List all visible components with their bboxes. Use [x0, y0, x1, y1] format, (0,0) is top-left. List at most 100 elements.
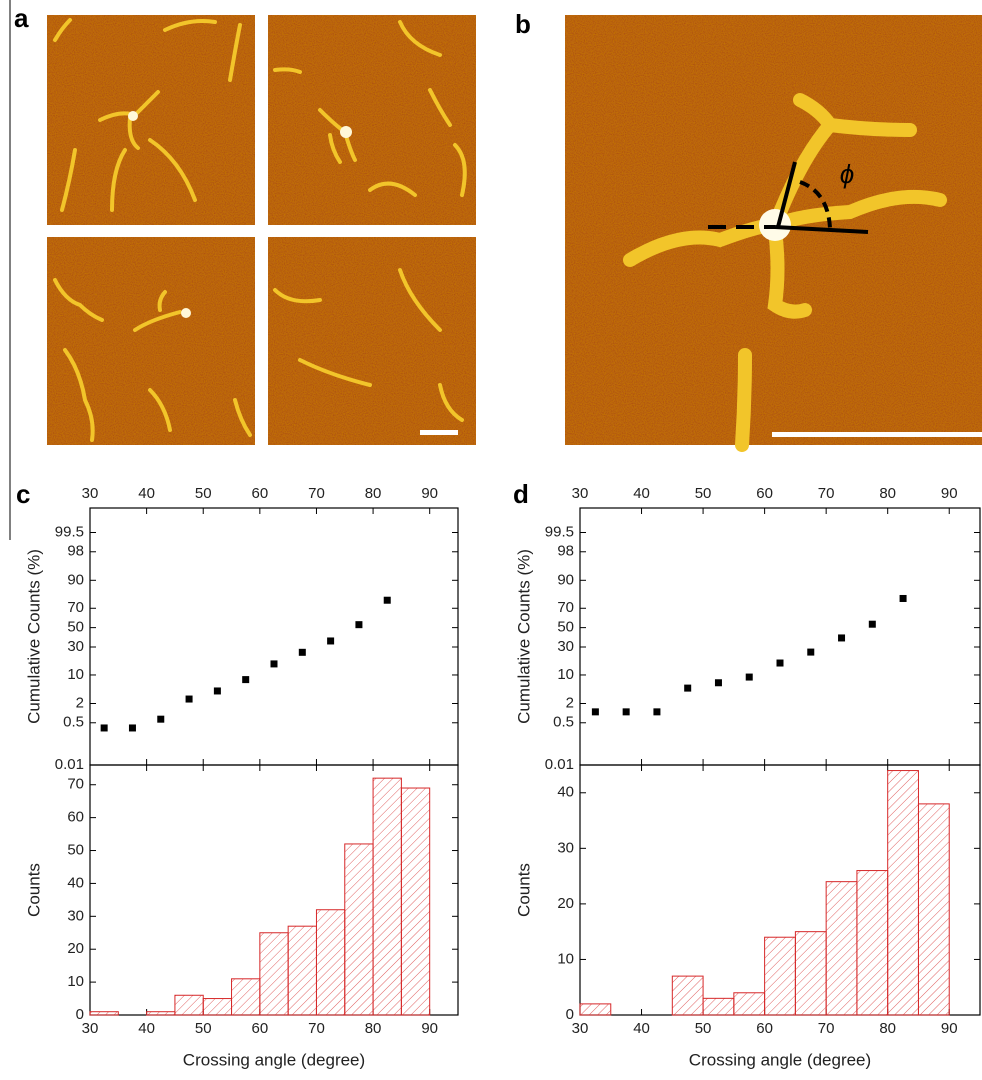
y-tick-label: 0.5 [553, 714, 574, 731]
x-tick-label: 50 [195, 485, 212, 502]
data-point [714, 679, 722, 687]
axes-frame [89, 507, 459, 766]
x-tick-label: 40 [633, 485, 650, 502]
histogram-bar [671, 975, 704, 1016]
histogram-bar [146, 1011, 176, 1016]
afm-image [268, 237, 476, 445]
x-tick-label: 70 [818, 1020, 835, 1037]
y-tick-label: 10 [67, 973, 84, 990]
histogram-bar [315, 909, 346, 1016]
panel-label: d [513, 479, 529, 509]
histogram-bar [344, 843, 374, 1016]
data-point [213, 687, 221, 695]
histogram-bar [856, 870, 889, 1016]
protein-blob [340, 126, 352, 138]
data-point [899, 594, 907, 602]
histogram-bar [825, 881, 858, 1016]
y-tick-label: 70 [67, 599, 84, 616]
x-tick-label: 50 [695, 1020, 712, 1037]
scale-bar [420, 430, 458, 435]
histogram-bar [202, 998, 233, 1016]
x-tick-label: 60 [756, 1020, 773, 1037]
y-tick-label: 30 [557, 638, 574, 655]
x-tick-label: 40 [633, 1020, 650, 1037]
x-tick-label: 60 [252, 1020, 269, 1037]
y-tick-label: 90 [557, 571, 574, 588]
data-point [745, 673, 753, 681]
data-point [327, 637, 335, 645]
data-point [838, 634, 846, 642]
y-tick-label: 0 [76, 1006, 84, 1023]
y-tick-label: 10 [557, 950, 574, 967]
y-tick-label: 2 [566, 694, 574, 711]
angle-line [776, 161, 797, 228]
dna-strands [53, 18, 467, 442]
y-tick-label: 70 [557, 599, 574, 616]
x-tick-label: 70 [818, 485, 835, 502]
y-tick-label: 0.5 [63, 714, 84, 731]
y-tick-label: 20 [557, 895, 574, 912]
axes-frame [579, 507, 981, 766]
angle-line [774, 225, 869, 234]
panel-a-images [47, 15, 476, 445]
y-tick-label: 98 [67, 543, 84, 560]
x-axis-label: Crossing angle (degree) [689, 1050, 871, 1069]
histogram-bar [733, 992, 766, 1016]
afm-image [47, 15, 255, 225]
y-axis-label: Counts [514, 863, 533, 917]
panel-label: c [16, 479, 30, 509]
protein-blob [181, 308, 191, 318]
histogram-bar [287, 925, 317, 1016]
y-tick-label: 50 [67, 619, 84, 636]
x-tick-label: 30 [572, 1020, 589, 1037]
histogram-bar [702, 997, 735, 1016]
x-tick-label: 90 [941, 485, 958, 502]
x-tick-label: 90 [421, 485, 438, 502]
x-tick-label: 30 [82, 1020, 99, 1037]
y-tick-label: 0 [566, 1006, 574, 1023]
y-tick-label: 30 [67, 907, 84, 924]
x-tick-label: 70 [308, 485, 325, 502]
data-point [157, 715, 165, 723]
data-point [100, 724, 108, 732]
x-tick-label: 40 [138, 1020, 155, 1037]
data-point [298, 648, 306, 656]
y-tick-label: 98 [557, 543, 574, 560]
panel-label: a [14, 3, 29, 33]
x-tick-label: 60 [252, 485, 269, 502]
data-point [868, 620, 876, 628]
data-point [684, 684, 692, 692]
x-tick-label: 90 [941, 1020, 958, 1037]
y-tick-label: 0.01 [55, 756, 84, 773]
data-point [591, 708, 599, 716]
angle-arc [799, 180, 832, 229]
histogram-bar [579, 1003, 612, 1016]
y-axis-label: Cumulative Counts (%) [24, 549, 43, 724]
y-axis-label: Counts [24, 863, 43, 917]
histogram-bar [887, 770, 919, 1016]
x-tick-label: 90 [421, 1020, 438, 1037]
y-tick-label: 90 [67, 571, 84, 588]
data-point [776, 659, 784, 667]
histogram-bar [174, 994, 204, 1016]
x-tick-label: 50 [695, 485, 712, 502]
data-point [185, 695, 193, 703]
data-point [270, 660, 278, 668]
x-tick-label: 70 [308, 1020, 325, 1037]
y-tick-label: 40 [557, 784, 574, 801]
x-axis-label: Crossing angle (degree) [183, 1050, 365, 1069]
data-point [653, 708, 661, 716]
y-tick-label: 99.5 [55, 523, 84, 540]
scale-bar [772, 432, 982, 437]
y-tick-label: 30 [67, 638, 84, 655]
histogram-bar [764, 936, 796, 1016]
y-axis-label: Cumulative Counts (%) [514, 549, 533, 724]
y-tick-label: 50 [557, 619, 574, 636]
data-point [355, 621, 363, 629]
histogram-bar [259, 932, 289, 1016]
y-tick-label: 30 [557, 839, 574, 856]
data-point [622, 708, 630, 716]
x-tick-label: 80 [365, 485, 382, 502]
data-point [807, 648, 815, 656]
